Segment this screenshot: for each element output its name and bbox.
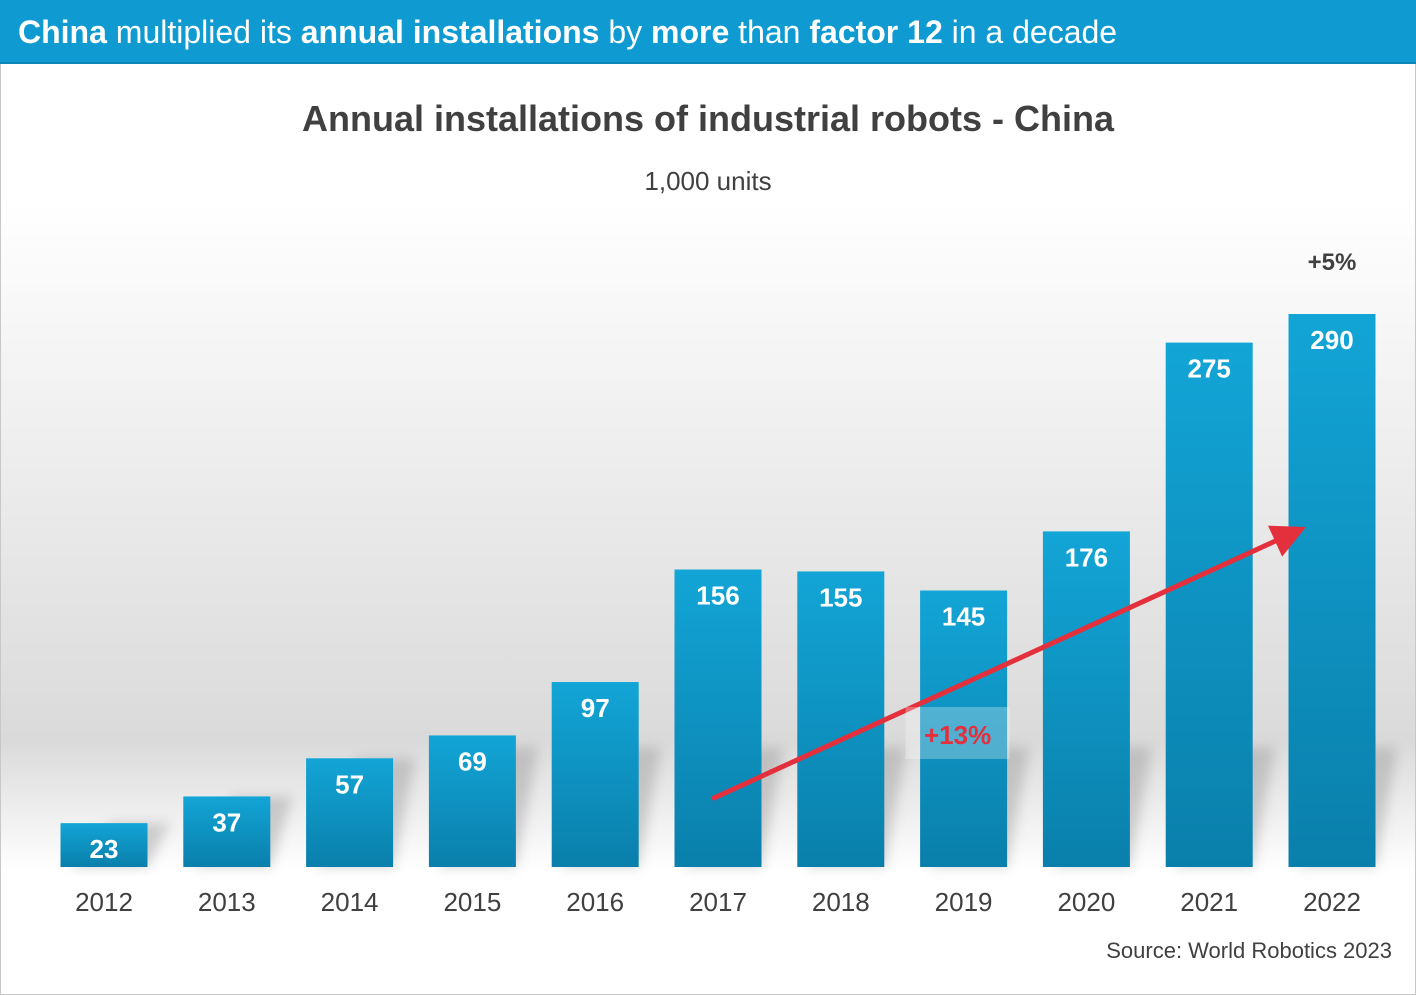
x-tick-label: 2018	[812, 887, 870, 917]
x-tick-label: 2015	[443, 887, 501, 917]
banner-segment: factor 12	[809, 14, 943, 50]
data-label: 23	[90, 834, 119, 864]
source-note: Source: World Robotics 2023	[1106, 938, 1392, 963]
chart-subtitle: 1,000 units	[644, 166, 772, 196]
x-tick-label: 2014	[321, 887, 379, 917]
x-tick-label: 2022	[1303, 887, 1361, 917]
x-tick-label: 2019	[935, 887, 993, 917]
data-label: 37	[212, 807, 241, 837]
bar-2014	[306, 758, 394, 867]
banner-segment: than	[729, 14, 810, 50]
bar-2019	[920, 590, 1008, 867]
cagr-label: +13%	[924, 720, 991, 750]
bar-2012	[60, 823, 148, 867]
data-label: 145	[942, 602, 985, 632]
banner-segment: in a decade	[942, 14, 1118, 50]
bar-2015	[428, 735, 516, 867]
x-tick-label: 2021	[1180, 887, 1238, 917]
x-tick-label: 2017	[689, 887, 747, 917]
data-label: 155	[819, 582, 862, 612]
bar-2016	[551, 682, 639, 867]
trend-arrow-head	[1268, 525, 1306, 557]
x-tick-label: 2016	[566, 887, 624, 917]
banner-segment: by	[599, 14, 652, 50]
bar-2017	[674, 569, 762, 867]
banner-segment: annual installations	[300, 14, 600, 50]
banner-segment: more	[651, 14, 730, 50]
data-label: 57	[335, 769, 364, 799]
x-axis-ticks: 2012 2013 2014 2015 2016 2017 2018 2019 2020 2021…	[75, 887, 1361, 917]
bar-2018	[797, 571, 885, 867]
annotations-group: +5% +13%	[711, 249, 1357, 801]
data-label: 176	[1065, 542, 1108, 572]
chart-title: Annual installations of industrial robot…	[301, 98, 1115, 139]
data-label: 156	[696, 581, 739, 611]
banner-segment: China	[18, 14, 107, 50]
data-label: 69	[458, 746, 487, 776]
data-label: 275	[1188, 354, 1231, 384]
x-tick-label: 2013	[198, 887, 256, 917]
data-label: 97	[581, 693, 610, 723]
x-tick-label: 2020	[1057, 887, 1115, 917]
bar-2013	[183, 796, 271, 867]
growth-label-2022: +5%	[1308, 249, 1357, 276]
bars-group: 23 37 57 69 97 156 155 145 176 275 290	[60, 314, 1376, 867]
bar-2022	[1288, 314, 1376, 867]
data-label: 290	[1310, 325, 1353, 355]
x-tick-label: 2012	[75, 887, 133, 917]
bar-2020	[1042, 531, 1130, 867]
trend-arrow-line	[711, 538, 1278, 801]
bar-2021	[1165, 342, 1253, 867]
cagr-label-box	[905, 707, 1010, 759]
banner-segment: multiplied its	[106, 14, 301, 50]
headline-banner: China multiplied its annual installation…	[0, 0, 1416, 64]
